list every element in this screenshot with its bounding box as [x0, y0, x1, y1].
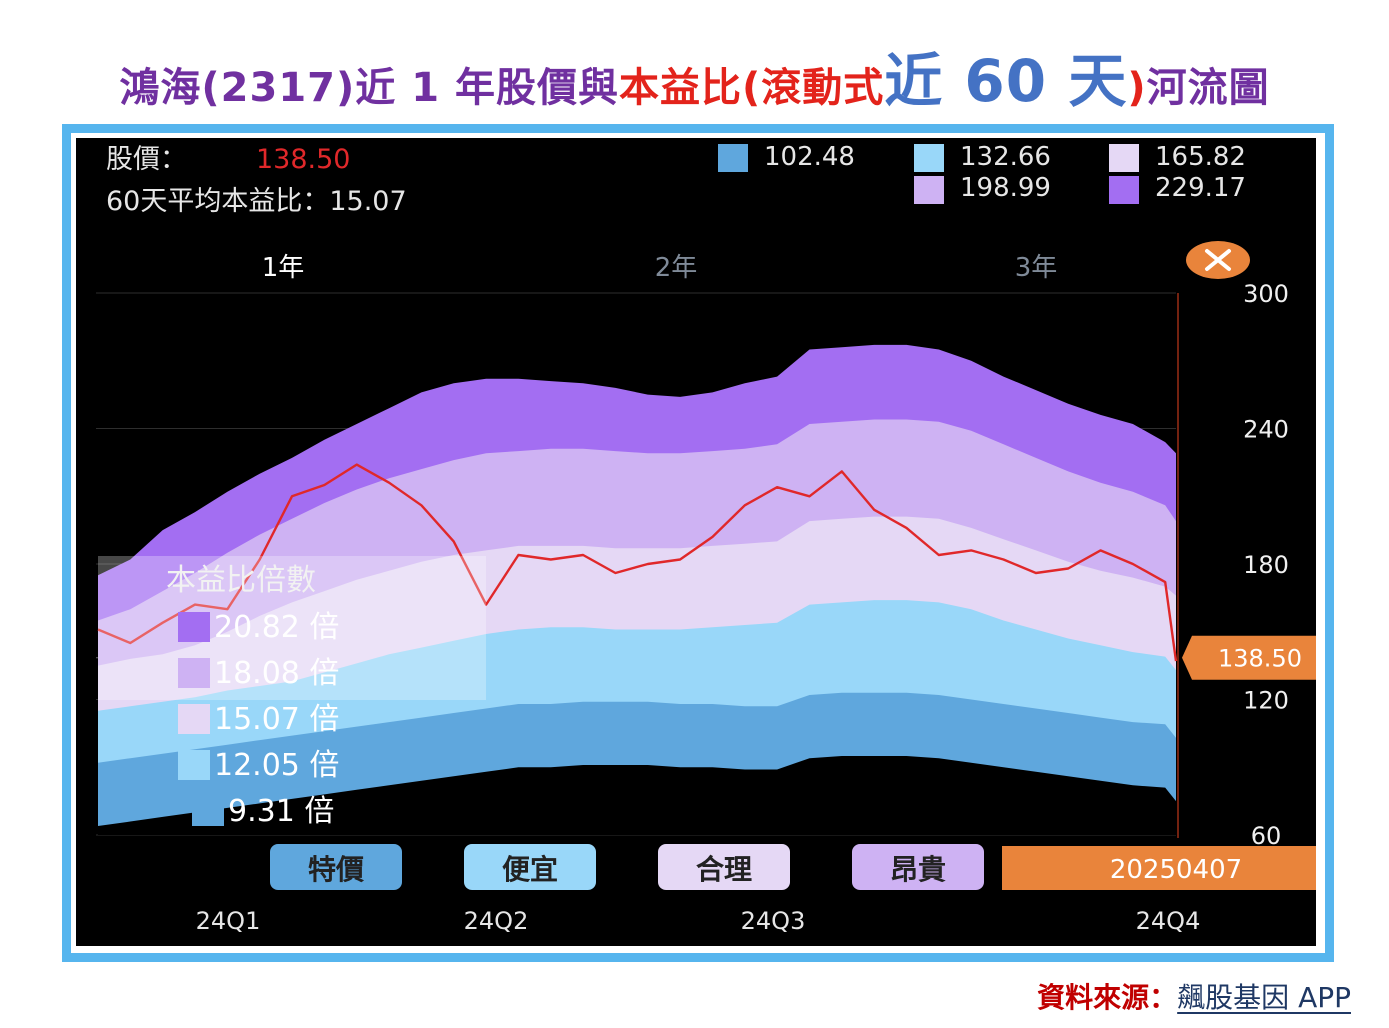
source-note: 資料來源：飆股基因 APP	[1037, 976, 1351, 1016]
title-part5: 河流圖	[1146, 65, 1270, 111]
y-tick-label: 120	[1243, 687, 1289, 715]
pe-swatch-1	[178, 612, 210, 642]
tab-1-year[interactable]: 1年	[262, 253, 305, 283]
river-bands	[98, 344, 1176, 835]
app-screenshot: 股價： 138.50 60天平均本益比：15.07 102.48 132.66 …	[76, 138, 1316, 946]
source-label: 資料來源：	[1037, 981, 1178, 1014]
tab-3-year[interactable]: 3年	[1015, 253, 1058, 283]
date-value: 20250407	[1110, 855, 1242, 885]
expensive-label: 昂貴	[890, 853, 946, 886]
x-tick-label: 24Q4	[1136, 907, 1201, 935]
panel-title: 本益比倍數	[166, 563, 316, 598]
legend-label-2: 132.66	[960, 142, 1051, 172]
price-value: 138.50	[256, 144, 350, 175]
pe-item-5: 9.31 倍	[228, 794, 334, 829]
pe-swatch-4	[178, 750, 210, 780]
y-tick-label: 300	[1243, 280, 1289, 308]
pe-item-2: 18.08 倍	[214, 656, 339, 691]
price-line	[97, 463, 1178, 662]
legend-swatch-5	[1109, 176, 1139, 204]
fair-label: 合理	[696, 853, 752, 886]
pe-swatch-3	[178, 704, 210, 734]
pe-multiple-panel: 本益比倍數 20.82 倍 18.08 倍 15.07 倍 12.05 倍 9.…	[98, 556, 486, 829]
panel-bg-top	[98, 556, 486, 700]
x-tick-label: 24Q3	[741, 907, 806, 935]
legend-swatch-2	[914, 144, 944, 172]
pe-swatch-2	[178, 658, 210, 688]
legend-label-3: 165.82	[1155, 142, 1246, 172]
y-axis: 300 240 180 120 60	[1243, 280, 1289, 850]
current-price-marker: 138.50	[1182, 635, 1316, 680]
legend-label-5: 229.17	[1155, 173, 1246, 203]
title-part2: 本益比(滾動式	[618, 65, 885, 111]
chart-title: 鴻海(2317)近 1 年股價與本益比(滾動式近 60 天)河流圖	[0, 34, 1389, 118]
legend: 102.48 132.66 165.82 198.99 229.17	[718, 142, 1246, 204]
y-tick-label: 60	[1251, 822, 1282, 850]
legend-swatch-4	[914, 176, 944, 204]
legend-label-1: 102.48	[764, 142, 855, 172]
pe-item-4: 12.05 倍	[214, 748, 339, 783]
source-app-link[interactable]: 飆股基因 APP	[1177, 981, 1351, 1014]
expensive-button[interactable]: 昂貴	[852, 844, 984, 890]
title-part1: 鴻海(2317)近 1 年股價與	[119, 65, 619, 111]
current-price-label: 138.50	[1218, 645, 1302, 673]
y-tick-label: 180	[1243, 551, 1289, 579]
price-label: 股價：	[106, 144, 187, 175]
x-tick-label: 24Q1	[196, 907, 261, 935]
special-price-label: 特價	[308, 853, 365, 886]
pe-item-3: 15.07 倍	[214, 702, 339, 737]
legend-swatch-3	[1109, 144, 1139, 172]
tab-2-year[interactable]: 2年	[655, 253, 698, 283]
close-icon[interactable]	[1186, 241, 1250, 279]
river-floor	[98, 756, 1176, 835]
cheap-button[interactable]: 便宜	[464, 844, 596, 890]
title-part4: )	[1127, 65, 1147, 111]
x-axis: 24Q1 24Q2 24Q3 24Q4	[196, 907, 1201, 935]
legend-label-4: 198.99	[960, 173, 1051, 203]
pe-item-1: 20.82 倍	[214, 610, 339, 645]
fair-button[interactable]: 合理	[658, 844, 790, 890]
avg-pe-text: 60天平均本益比：15.07	[106, 186, 407, 217]
title-part3: 近 60 天	[884, 47, 1128, 115]
current-price-box	[1182, 635, 1316, 680]
pe-swatch-5	[192, 796, 224, 826]
legend-swatch-1	[718, 144, 748, 172]
x-tick-label: 24Q2	[464, 907, 529, 935]
date-box: 20250407	[1002, 846, 1316, 890]
cheap-label: 便宜	[502, 853, 558, 886]
special-price-button[interactable]: 特價	[270, 844, 402, 890]
pe-river-chart: 股價： 138.50 60天平均本益比：15.07 102.48 132.66 …	[96, 142, 1316, 935]
y-tick-label: 240	[1243, 416, 1289, 444]
